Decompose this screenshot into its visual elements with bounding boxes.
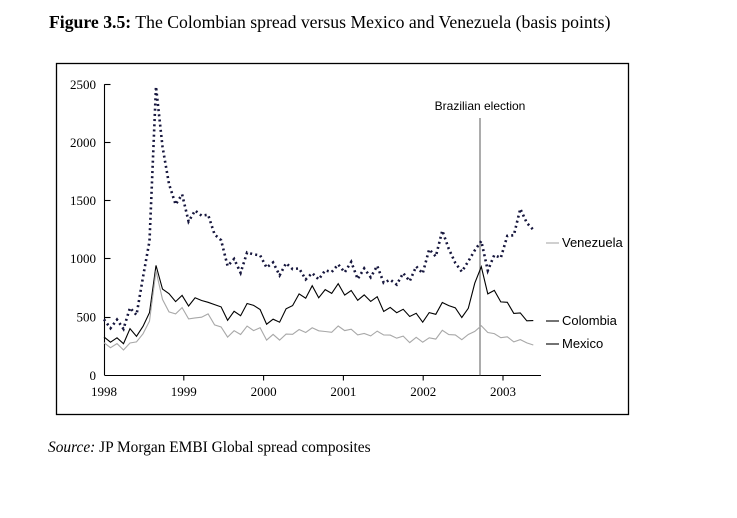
svg-text:Brazilian election: Brazilian election — [435, 99, 526, 113]
svg-text:2001: 2001 — [330, 384, 356, 399]
svg-text:Venezuela: Venezuela — [562, 235, 623, 250]
svg-text:1500: 1500 — [70, 193, 96, 208]
svg-text:2002: 2002 — [410, 384, 436, 399]
svg-text:2000: 2000 — [70, 135, 96, 150]
svg-text:2000: 2000 — [251, 384, 277, 399]
svg-text:2003: 2003 — [490, 384, 516, 399]
svg-text:500: 500 — [77, 310, 97, 325]
svg-text:0: 0 — [90, 368, 97, 383]
svg-text:1000: 1000 — [70, 251, 96, 266]
svg-text:1999: 1999 — [171, 384, 197, 399]
svg-text:Mexico: Mexico — [562, 336, 603, 351]
svg-text:2500: 2500 — [70, 77, 96, 92]
svg-text:1998: 1998 — [91, 384, 117, 399]
svg-text:Colombia: Colombia — [562, 313, 618, 328]
